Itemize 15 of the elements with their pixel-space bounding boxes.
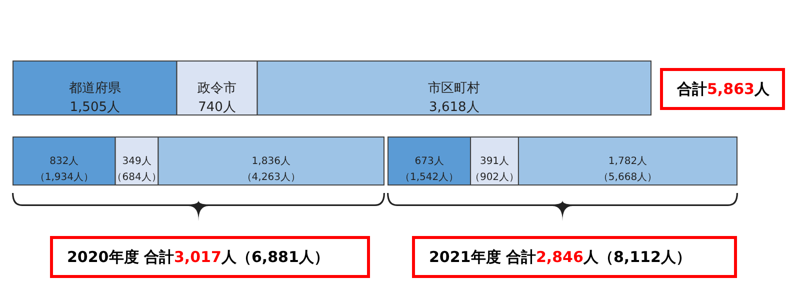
data-label: 1,782人（5,668人） bbox=[598, 156, 658, 183]
data-label: 391人（902人） bbox=[470, 156, 520, 183]
series-label: 市区町村 bbox=[428, 81, 480, 96]
series-label: 都道府県 bbox=[68, 80, 121, 96]
data-label: 740人 bbox=[198, 100, 236, 115]
text: 合計5,863人 bbox=[660, 68, 785, 110]
data-label: 349人（684人） bbox=[112, 156, 162, 183]
data-label: 832人（1,934人） bbox=[34, 156, 94, 183]
data-label: 1,836人（4,263人） bbox=[242, 156, 300, 183]
data-label: 1,505人 bbox=[70, 100, 120, 115]
data-label: 3,618人 bbox=[429, 100, 480, 115]
data-label: 673人（1,542人） bbox=[400, 156, 459, 183]
text: 2020年度 合計3,017人（6,881人） bbox=[50, 236, 370, 278]
series-label: 政令市 bbox=[198, 81, 237, 96]
text: 2021年度 合計2,846人（8,112人） bbox=[412, 236, 737, 278]
